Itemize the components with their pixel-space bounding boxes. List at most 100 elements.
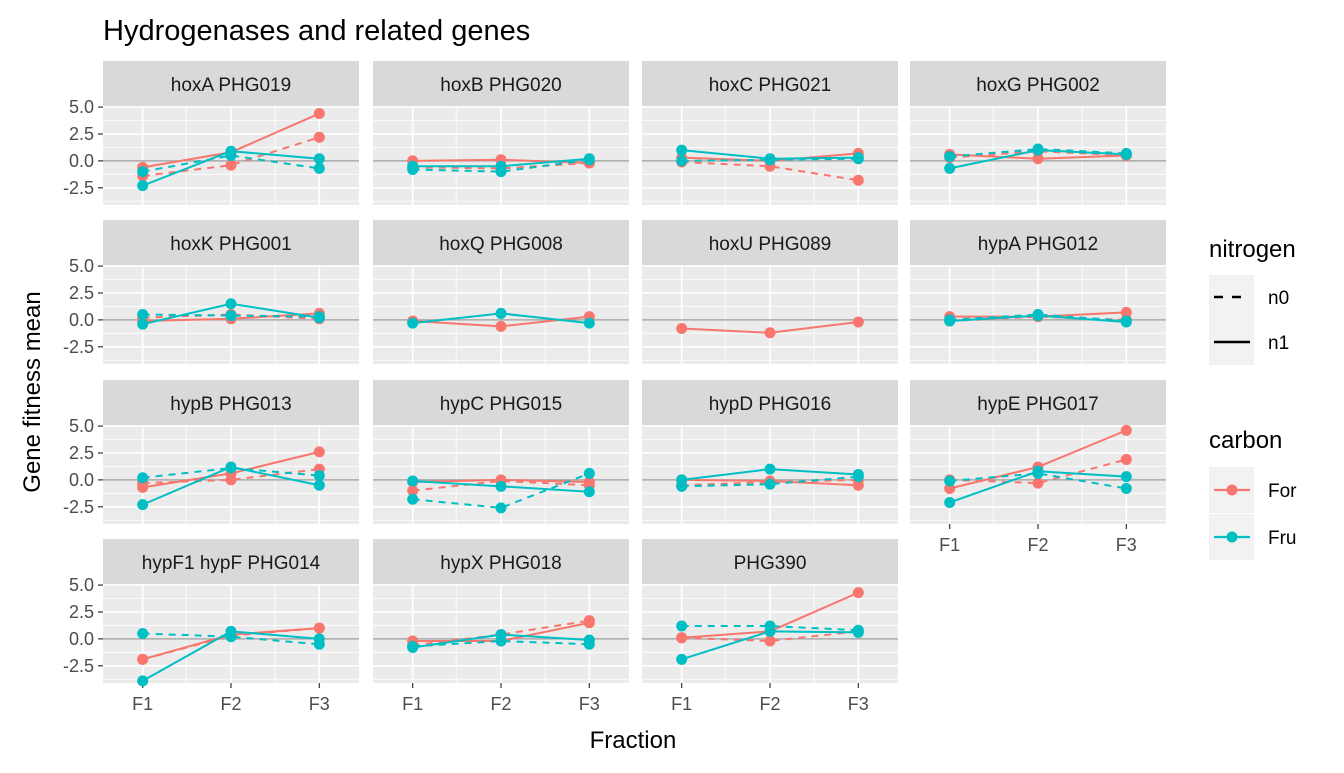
data-point — [676, 144, 688, 156]
facet-strip — [103, 539, 359, 584]
data-point — [676, 322, 688, 334]
data-point — [852, 174, 864, 186]
data-point — [137, 166, 149, 178]
facet-panel-hoxk-phg001: hoxK PHG001 5.0 2.5 0.0 -2.5 — [63, 220, 359, 364]
data-point — [225, 298, 237, 310]
data-point — [676, 653, 688, 665]
data-point — [313, 108, 325, 120]
data-point — [137, 499, 149, 511]
data-point — [225, 474, 237, 486]
series-fru-n0 — [407, 154, 595, 178]
data-point — [225, 150, 237, 161]
data-point — [313, 131, 325, 143]
facet-strip — [642, 539, 898, 584]
series-line — [412, 472, 590, 509]
data-point — [852, 316, 864, 328]
facet-panels: hoxA PHG019 5.0 2.5 0.0 -2.5 hoxB PHG020 hoxC … — [63, 61, 1166, 714]
data-point — [1120, 453, 1132, 465]
series-line — [412, 619, 590, 647]
x-tick-label: F1 — [132, 694, 153, 714]
x-tick-label: F3 — [1116, 535, 1137, 555]
series-line — [681, 478, 859, 487]
facet-strip-label: hypB PHG013 — [170, 394, 291, 415]
y-tick-label: 2.5 — [69, 283, 94, 303]
data-point — [1120, 482, 1132, 494]
y-axis-title: Gene fitness mean — [19, 291, 46, 492]
facet-strip — [103, 61, 359, 106]
data-point — [407, 485, 419, 497]
data-point — [852, 587, 864, 599]
y-tick-label: 5.0 — [69, 256, 94, 276]
legend-key-for-point — [1226, 484, 1238, 496]
facet-strip — [103, 380, 359, 425]
data-point — [764, 635, 776, 647]
facet-panel-hoxu-phg089: hoxU PHG089 — [642, 220, 898, 364]
facet-strip-label: hoxC PHG021 — [709, 75, 832, 96]
y-tick-label: 5.0 — [69, 97, 94, 117]
facet-panel-hypf1-hypf-phg014: hypF1 hypF PHG014 5.0 2.5 0.0 -2.5 F1 F2 F3 — [63, 539, 359, 714]
series-fru-n0 — [137, 462, 325, 484]
data-point — [313, 470, 325, 482]
x-tick-label: F3 — [309, 694, 330, 714]
x-tick-label: F2 — [220, 694, 241, 714]
x-tick-label: F1 — [939, 535, 960, 555]
series-line — [142, 467, 320, 479]
x-tick-label: F3 — [848, 694, 869, 714]
chart-title: Hydrogenases and related genes — [103, 15, 530, 47]
data-point — [1032, 477, 1044, 489]
facet-panel-hoxa-phg019: hoxA PHG019 5.0 2.5 0.0 -2.5 — [63, 61, 359, 205]
series-for-n1 — [676, 316, 864, 339]
facet-strip-label: hoxG PHG002 — [976, 75, 1100, 96]
facet-strip-label: hoxQ PHG008 — [439, 234, 563, 255]
facet-strip-label: hoxU PHG089 — [709, 234, 832, 255]
y-tick-label: 2.5 — [69, 602, 94, 622]
data-point — [1032, 309, 1044, 320]
data-point — [495, 502, 507, 514]
x-tick-label: F2 — [490, 694, 511, 714]
series-line — [142, 632, 320, 646]
series-fru-n0 — [944, 467, 1132, 494]
legend-title-nitrogen: nitrogen — [1209, 236, 1296, 263]
data-point — [944, 475, 956, 487]
data-point — [764, 327, 776, 339]
data-point — [676, 632, 688, 644]
data-point — [583, 486, 595, 498]
data-point — [676, 480, 688, 492]
data-point — [313, 162, 325, 174]
legend-label-for: For — [1268, 481, 1297, 502]
series-fru-n0 — [676, 620, 864, 636]
facet-panel-hypx-phg018: hypX PHG018 F1 F2 F3 — [373, 539, 629, 714]
x-tick-label: F2 — [759, 694, 780, 714]
data-point — [944, 151, 956, 163]
data-point — [137, 628, 149, 639]
y-tick-label: 0.0 — [69, 151, 94, 171]
facet-strip-label: PHG390 — [734, 553, 807, 574]
data-point — [764, 620, 776, 632]
data-point — [944, 496, 956, 508]
series-line — [142, 136, 320, 177]
data-point — [137, 472, 149, 484]
data-point — [1120, 424, 1132, 436]
data-point — [407, 163, 419, 175]
series-line — [949, 472, 1127, 490]
facet-strip-label: hypF1 hypF PHG014 — [142, 553, 321, 574]
facet-strip-label: hoxB PHG020 — [440, 75, 561, 96]
series-line — [681, 475, 859, 488]
series-line — [949, 313, 1127, 322]
data-point — [764, 154, 776, 166]
data-point — [852, 471, 864, 483]
series-line — [681, 624, 859, 632]
data-point — [137, 318, 149, 330]
data-point — [583, 467, 595, 479]
data-point — [225, 159, 237, 171]
data-point — [944, 314, 956, 326]
data-point — [495, 635, 507, 647]
legend-label-n1: n1 — [1268, 333, 1289, 354]
data-point — [407, 640, 419, 652]
y-tick-label: -2.5 — [63, 656, 94, 676]
data-point — [407, 475, 419, 487]
facet-panel-hype-phg017: hypE PHG017 F1 F2 F3 — [910, 380, 1166, 555]
data-point — [407, 317, 419, 329]
series-line — [949, 458, 1127, 485]
